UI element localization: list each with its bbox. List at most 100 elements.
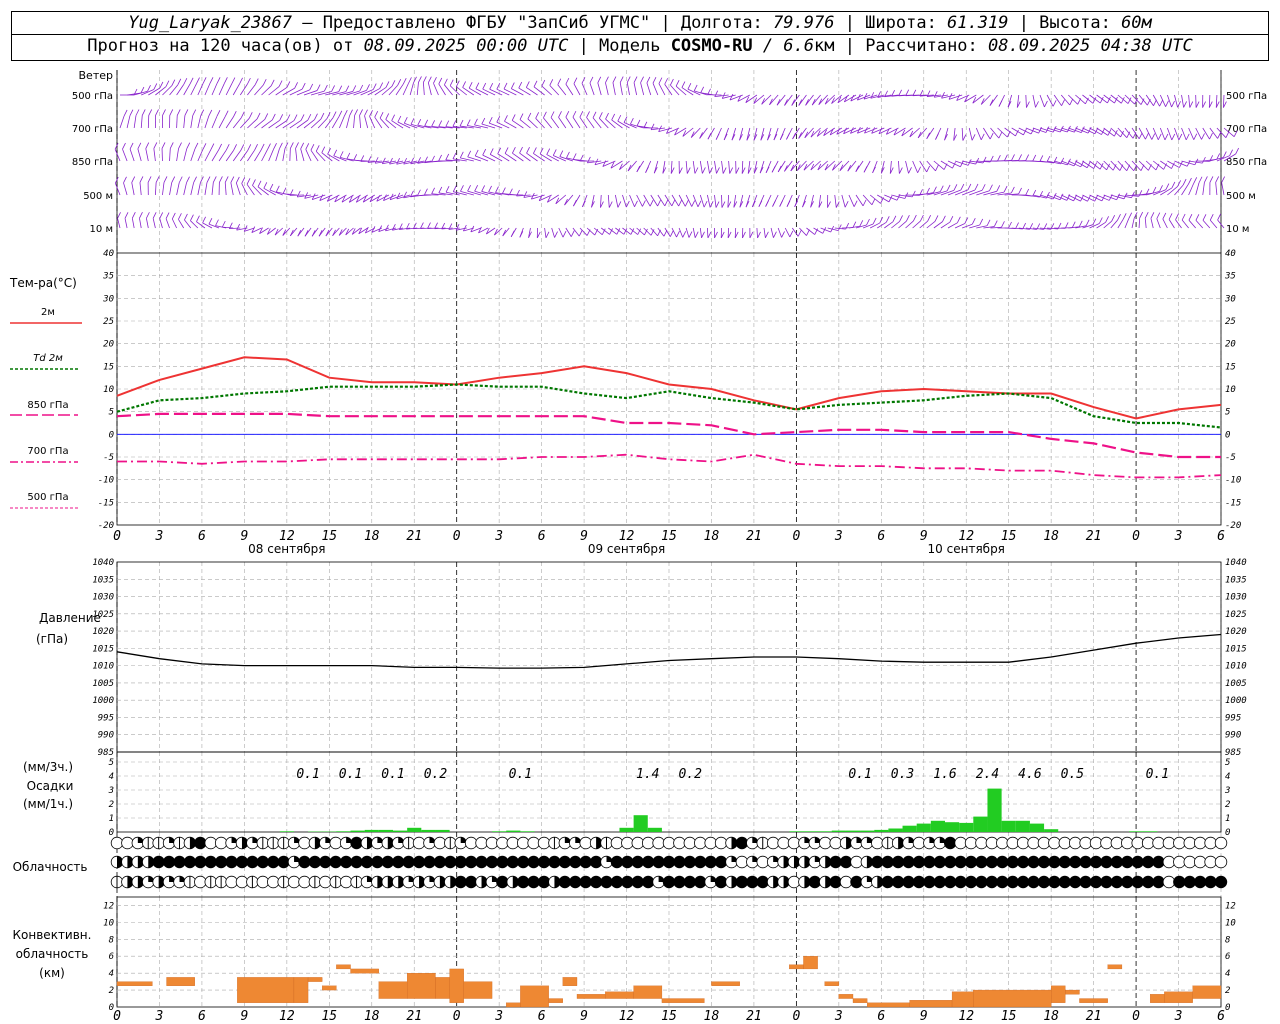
wind-barb-flag xyxy=(183,78,188,85)
wind-barb xyxy=(1004,193,1019,196)
wind-barb xyxy=(304,194,319,199)
wind-barb-flag xyxy=(971,218,976,225)
wind-barb xyxy=(1110,219,1118,229)
wind-barb xyxy=(261,85,272,96)
wind-barb xyxy=(332,227,340,237)
wind-barb xyxy=(690,127,701,138)
wind-barb-flag xyxy=(1061,99,1065,106)
wind-barb-flag xyxy=(139,176,144,183)
wind-barb-flag xyxy=(746,134,751,141)
temp-x-tick-label: 6 xyxy=(877,529,885,544)
wind-barb xyxy=(572,227,580,237)
wind-barb-flag xyxy=(206,176,211,183)
wind-barb-flag xyxy=(403,157,408,165)
wind-barb xyxy=(728,160,731,174)
wind-barb xyxy=(714,194,717,208)
wind-barb-flag xyxy=(184,213,188,221)
wind-barb-flag xyxy=(1198,176,1203,183)
wind-barb xyxy=(416,82,419,96)
wind-barb xyxy=(244,227,255,232)
temp-y-tick-right: 0 xyxy=(1225,430,1230,440)
wind-barb xyxy=(427,82,432,96)
cloud-symbol-mark xyxy=(564,837,571,843)
wind-barb-flag xyxy=(263,182,268,189)
cloud-symbol xyxy=(694,836,707,850)
cloud-symbol xyxy=(954,855,967,869)
pressure-y-tick: 990 xyxy=(98,731,114,741)
wind-barb xyxy=(399,227,411,230)
cloud-symbol xyxy=(152,855,165,869)
cloud-symbol xyxy=(516,855,530,869)
wind-barb-flag xyxy=(707,132,712,140)
wind-barb xyxy=(664,227,671,237)
wind-barb-flag xyxy=(727,231,732,239)
wind-barb-flag xyxy=(810,130,815,138)
wind-barb-flag xyxy=(1144,211,1149,219)
cloud-symbol xyxy=(329,855,342,869)
wind-barb-flag xyxy=(257,180,262,187)
cloud-symbol xyxy=(194,875,207,889)
cloud-title: Облачность xyxy=(13,860,88,874)
wind-barb-flag xyxy=(546,196,551,203)
wind-barb xyxy=(478,227,489,234)
day-label: 09 сентября xyxy=(588,542,665,556)
wind-barb-flag xyxy=(1188,214,1193,221)
wind-barb xyxy=(954,223,966,229)
wind-barb xyxy=(820,227,831,233)
wind-barb-flag xyxy=(332,229,336,236)
wind-barb-flag xyxy=(1069,98,1074,106)
wind-barb-flag xyxy=(163,176,168,183)
wind-barb-flag xyxy=(1073,159,1078,167)
wind-barb-flag xyxy=(536,231,541,239)
temp-series-0 xyxy=(116,356,1222,420)
wind-barb-flag xyxy=(152,212,157,219)
wind-barb-flag xyxy=(535,112,540,119)
cloud-symbol xyxy=(621,875,634,889)
wind-barb xyxy=(259,227,269,234)
wind-barb xyxy=(397,121,411,129)
wind-barb-flag xyxy=(189,77,194,84)
wind-barb xyxy=(467,125,481,129)
wind-barb xyxy=(1138,160,1149,171)
wind-barb xyxy=(392,227,404,231)
cloud-symbol xyxy=(631,836,644,850)
wind-barb xyxy=(404,122,418,129)
cloud-symbol-mark xyxy=(148,876,155,882)
wind-barb xyxy=(494,227,503,236)
temp-series-3 xyxy=(117,453,1222,479)
temp-y-tick-right: 30 xyxy=(1224,294,1236,304)
wind-barb xyxy=(557,84,567,96)
wind-barb-flag xyxy=(402,78,407,85)
cloud-symbol xyxy=(1121,855,1134,869)
cloud-symbol xyxy=(673,875,686,889)
temp-x-tick-label: 15 xyxy=(661,529,677,544)
wind-barb xyxy=(504,153,517,162)
cloud-symbol xyxy=(996,836,1009,850)
temp-x-tick-label: 0 xyxy=(453,529,461,544)
wind-barb-flag xyxy=(753,167,758,174)
wind-barb-flag xyxy=(129,142,134,150)
wind-barb xyxy=(1089,223,1100,229)
wind-barb xyxy=(685,160,688,174)
cloud-symbol-mark xyxy=(189,837,196,849)
wind-barb-flag xyxy=(1032,154,1037,162)
conv-bar xyxy=(633,985,663,999)
wind-barb-flag xyxy=(1025,154,1030,161)
wind-barb-flag xyxy=(271,113,276,121)
wind-barb xyxy=(844,94,857,103)
wind-barb xyxy=(211,83,218,96)
wind-barb xyxy=(395,83,404,96)
conv-bar xyxy=(1192,985,1222,999)
conv-bar xyxy=(350,968,379,974)
conv-bar xyxy=(824,981,839,986)
cloud-symbol xyxy=(1068,836,1082,850)
wind-barb xyxy=(1068,160,1081,168)
cloud-symbol xyxy=(360,855,374,869)
temp-y-tick: -15 xyxy=(98,498,114,508)
wind-barb-flag xyxy=(343,110,348,117)
cloud-symbol-mark xyxy=(554,876,561,888)
wind-barb-flag xyxy=(114,143,119,150)
wind-barb-flag xyxy=(332,111,337,118)
cloud-symbol-mark xyxy=(366,876,373,882)
wind-barb-flag xyxy=(256,112,261,120)
